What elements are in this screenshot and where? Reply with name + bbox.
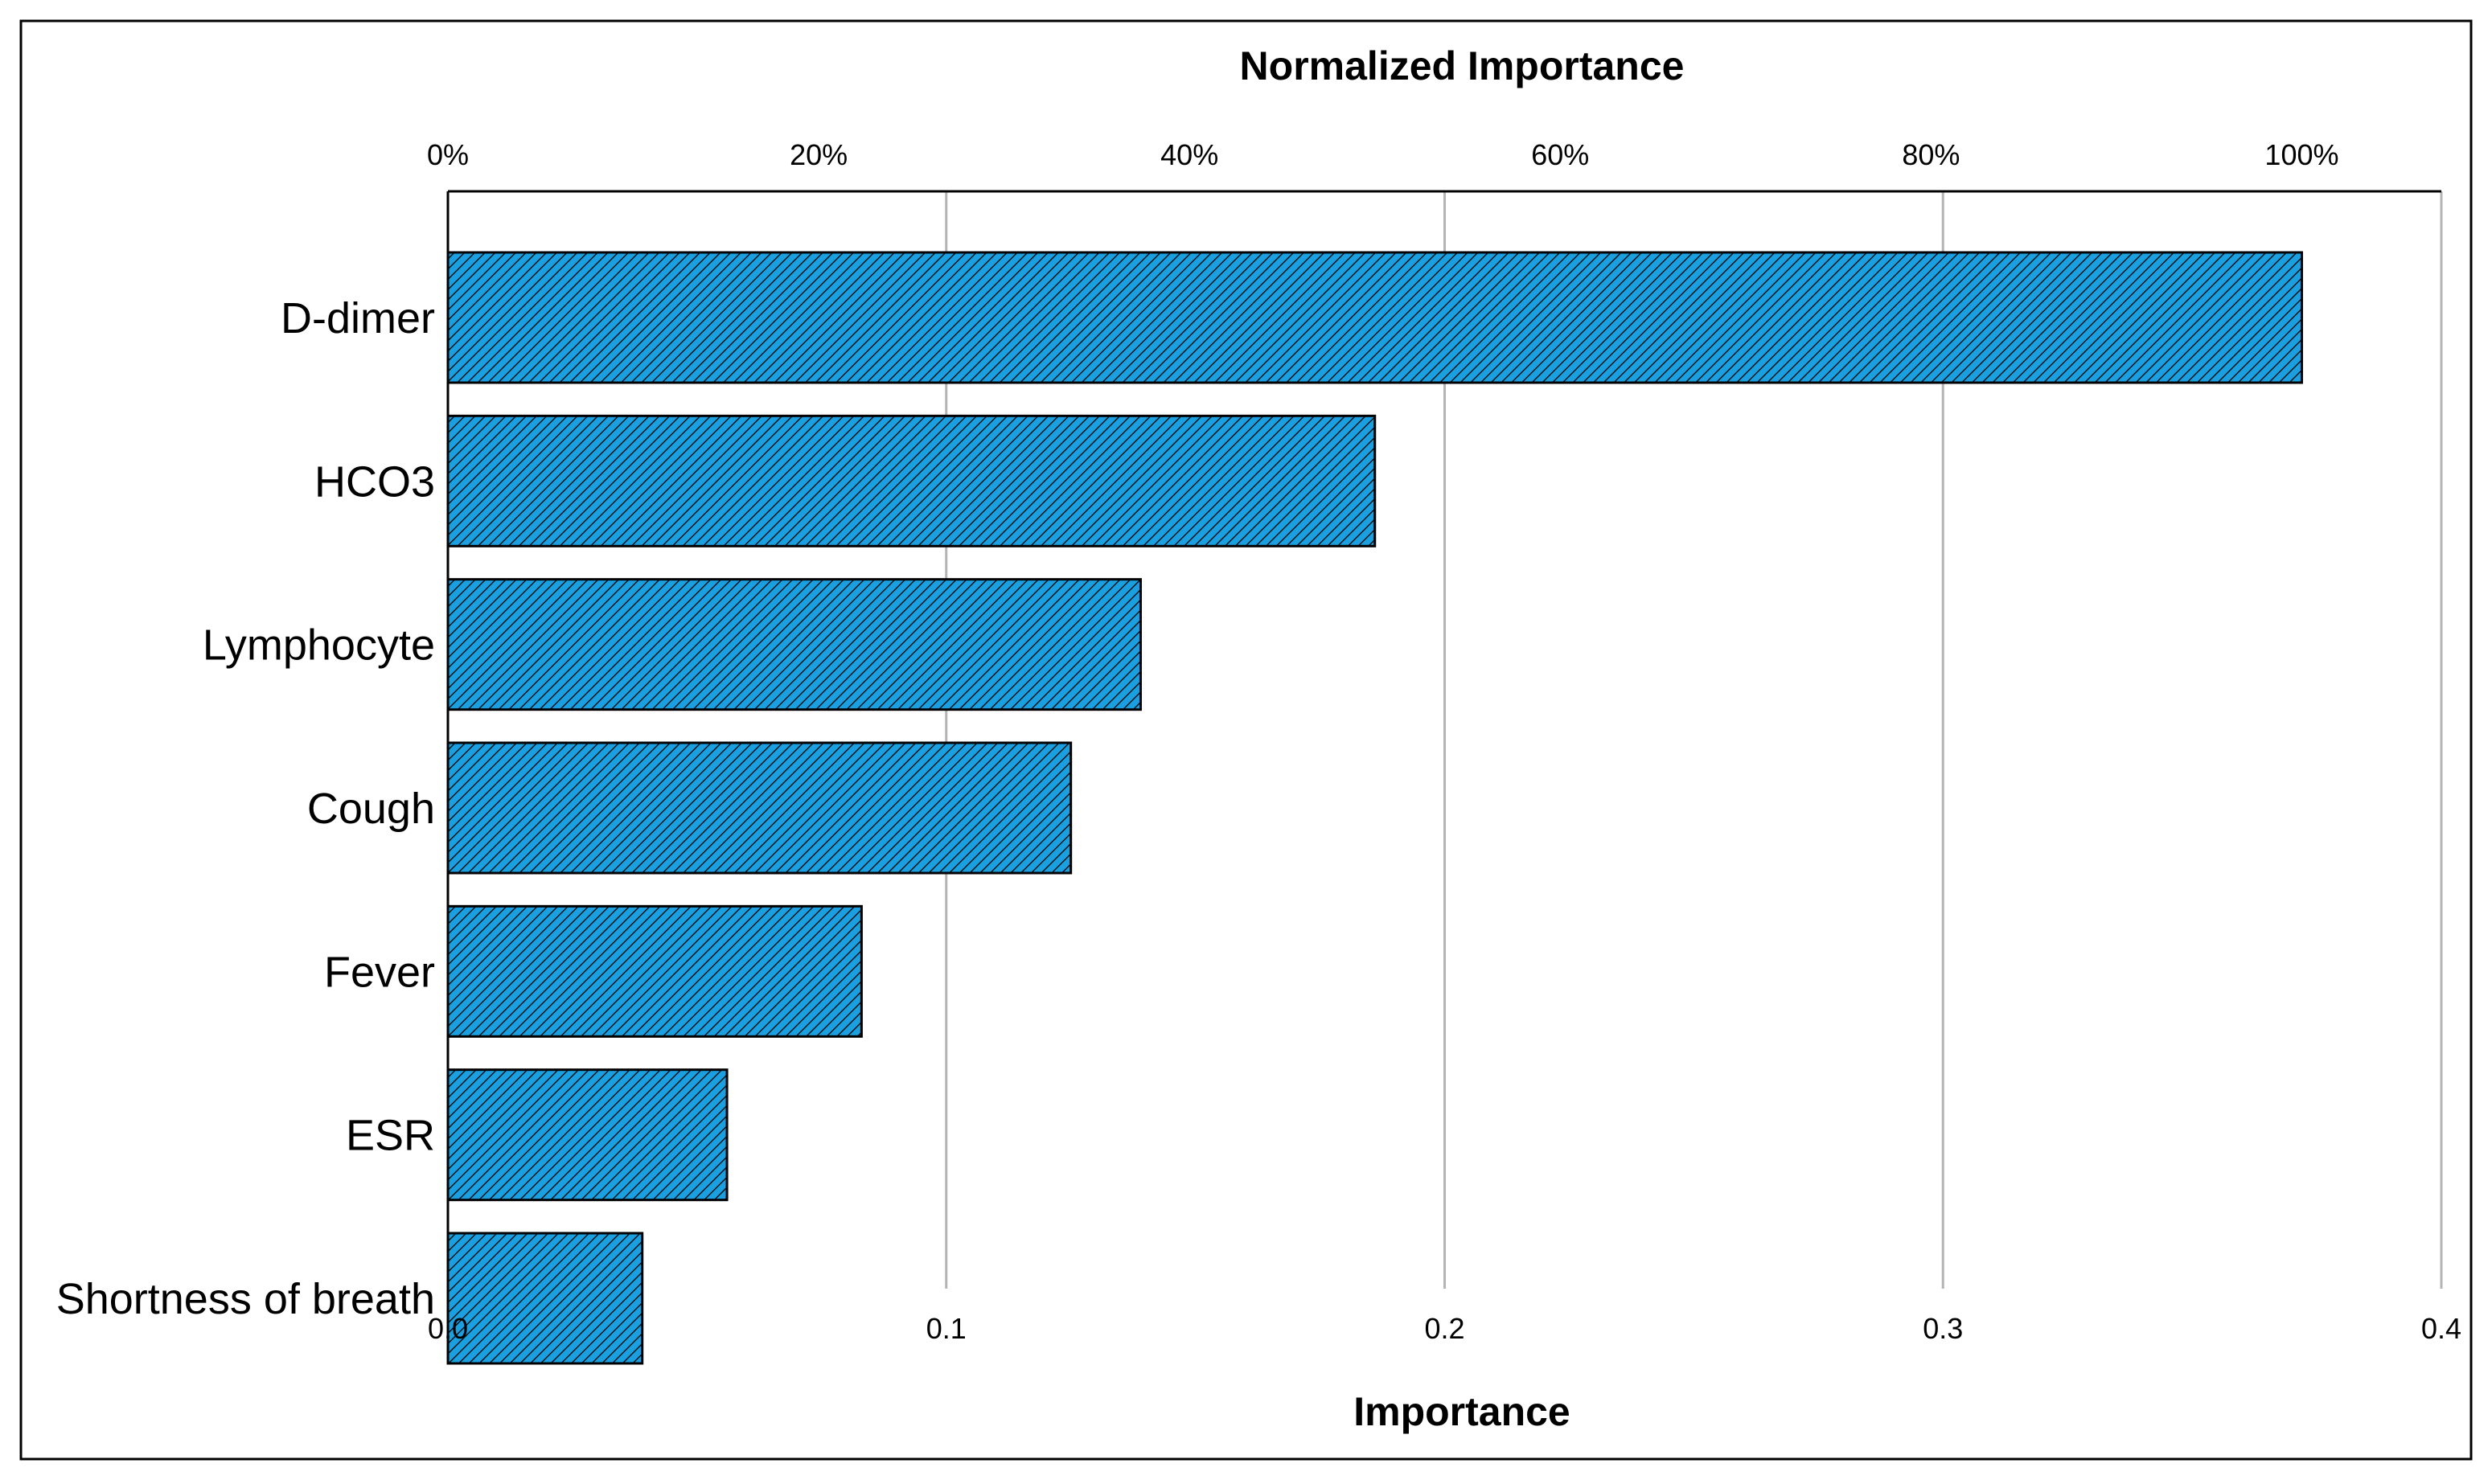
bar-3	[446, 741, 1073, 875]
top-axis-title: Normalized Importance	[1240, 43, 1685, 88]
bar-6	[446, 1232, 644, 1365]
category-label-0: D-dimer	[281, 294, 435, 342]
category-label-4: Fever	[324, 948, 435, 996]
x-tick-label-0: 0.0	[428, 1312, 468, 1345]
x-tick-label-2: 0.2	[1424, 1312, 1464, 1345]
x2-tick-label-1: 20%	[790, 138, 848, 171]
category-label-5: ESR	[346, 1112, 435, 1160]
x2-tick-label-2: 40%	[1160, 138, 1218, 171]
bar-1	[446, 414, 1377, 547]
category-label-6: Shortness of breath	[56, 1275, 435, 1323]
category-label-2: Lymphocyte	[203, 621, 435, 670]
bar-2	[446, 578, 1142, 711]
category-label-3: Cough	[307, 785, 435, 833]
outer-frame	[19, 19, 2473, 1461]
x2-tick-label-5: 100%	[2264, 138, 2338, 171]
axes	[446, 190, 2441, 1289]
x2-tick-label-4: 80%	[1902, 138, 1960, 171]
bar-5	[446, 1068, 729, 1202]
category-label-1: HCO3	[314, 457, 435, 506]
x-tick-label-3: 0.3	[1923, 1312, 1963, 1345]
bottom-axis-title: Importance	[1353, 1389, 1570, 1434]
x2-tick-label-0: 0%	[427, 138, 469, 171]
bar-4	[446, 904, 863, 1038]
labels: Normalized Importance Importance D-dimer…	[56, 43, 2461, 1434]
x-tick-label-4: 0.4	[2421, 1312, 2461, 1345]
x-tick-label-1: 0.1	[926, 1312, 967, 1345]
x2-tick-label-3: 60%	[1531, 138, 1589, 171]
bars	[446, 251, 2303, 1365]
bar-0	[446, 251, 2303, 384]
